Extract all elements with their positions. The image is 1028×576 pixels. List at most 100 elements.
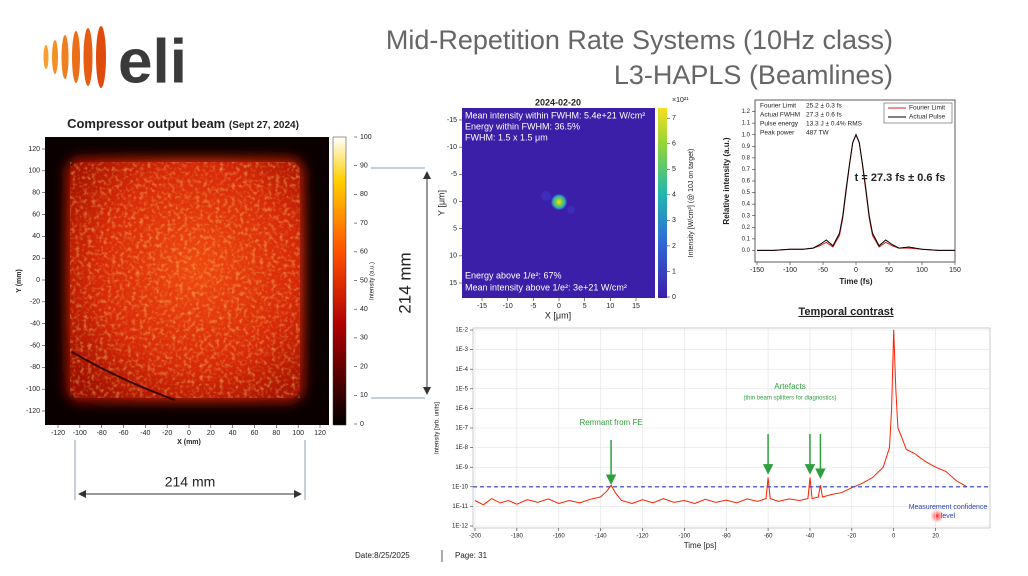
x-tick-label: 5 — [583, 303, 587, 310]
y-tick-label: 1E-4 — [455, 367, 468, 373]
x-tick-label: 15 — [632, 303, 640, 310]
threshold-label-line: level — [941, 513, 956, 520]
y-tick-label: 50 — [360, 277, 368, 284]
footer-date: Date:8/25/2025 — [355, 551, 410, 560]
beam-title-note: (Sept 27, 2024) — [229, 120, 299, 131]
beam-panel: Compressor output beam (Sept 27, 2024) 2… — [16, 116, 431, 500]
y-tick-label: 20 — [360, 363, 368, 370]
contrast-panel: -200 -180 -160 -140 -120 -100 -80 -60 -40 -20 0 201… — [435, 306, 991, 550]
y-tick-label: 5 — [672, 166, 676, 173]
data-line — [474, 329, 968, 506]
y-tick-label: -120 — [26, 408, 40, 415]
y-tick-label: 0.6 — [742, 179, 751, 185]
focus-annotation: Mean intensity above 1/e²: 3e+21 W/cm² — [465, 282, 627, 292]
y-tick-label: 1.2 — [742, 109, 751, 115]
y-tick-label: 1E-12 — [452, 524, 469, 530]
beam-colorbar — [332, 136, 347, 426]
y-tick-label: 0.3 — [742, 213, 751, 219]
y-tick-label: 4 — [672, 192, 676, 199]
x-tick-label: 150 — [949, 267, 961, 274]
focus-annotation: Energy above 1/e²: 67% — [465, 270, 562, 280]
x-tick-label: -60 — [118, 430, 128, 437]
y-tick-label: 6 — [672, 141, 676, 148]
y-tick-label: 90 — [360, 163, 368, 170]
annotation-note: (thin beam splitters for diagnostics) — [743, 396, 836, 402]
x-tick-label: 0 — [557, 303, 561, 310]
y-tick-label: 0 — [360, 421, 364, 428]
y-axis-label: Y (mm) — [16, 269, 23, 293]
x-tick-label: -10 — [503, 303, 513, 310]
x-tick-label: -5 — [530, 303, 536, 310]
x-axis-label: X [μm] — [545, 310, 571, 320]
y-tick-label: 15 — [449, 280, 457, 287]
y-tick-label: -100 — [26, 386, 40, 393]
x-tick-label: -20 — [847, 534, 856, 540]
beam-title: Compressor output beam (Sept 27, 2024) — [67, 116, 299, 131]
y-tick-label: 0.2 — [742, 225, 751, 231]
y-tick-label: 1E-9 — [455, 465, 468, 471]
focus-spot — [550, 193, 568, 211]
focus-speckle — [567, 206, 575, 214]
y-tick-label: 70 — [360, 220, 368, 227]
colorbar-label: Intensity (a.u.) — [370, 262, 376, 300]
x-tick-label: 120 — [314, 430, 326, 437]
y-tick-label: -80 — [30, 364, 40, 371]
y-tick-label: 10 — [360, 392, 368, 399]
y-tick-label: -40 — [30, 321, 40, 328]
x-tick-label: -15 — [477, 303, 487, 310]
focus-annotation: FWHM: 1.5 x 1.5 μm — [465, 132, 548, 142]
logo-text: eli — [118, 27, 187, 96]
y-tick-label: 0.7 — [742, 167, 751, 173]
y-tick-label: 0.4 — [742, 202, 751, 208]
slide-subtitle: L3-HAPLS (Beamlines) — [614, 60, 893, 90]
y-tick-label: 100 — [360, 134, 372, 141]
info-value: 13.3 J ± 0.4% RMS — [806, 121, 863, 128]
x-tick-label: 10 — [606, 303, 614, 310]
x-tick-label: -150 — [750, 267, 764, 274]
x-tick-label: 50 — [885, 267, 893, 274]
y-tick-label: -20 — [30, 299, 40, 306]
x-tick-label: -50 — [818, 267, 828, 274]
x-tick-label: 40 — [229, 430, 237, 437]
x-axis-label: Time [ps] — [684, 541, 717, 550]
y-tick-label: 0.8 — [742, 155, 751, 161]
x-tick-label: 100 — [916, 267, 928, 274]
y-tick-label: 2 — [672, 243, 676, 250]
annotation: Artefacts — [774, 382, 806, 391]
y-tick-label: 3 — [672, 217, 676, 224]
chart-title: Temporal contrast — [798, 306, 893, 318]
beam-title-main: Compressor output beam — [67, 116, 225, 131]
x-tick-label: 100 — [292, 430, 304, 437]
x-tick-label: 60 — [251, 430, 259, 437]
x-tick-label: -120 — [51, 430, 65, 437]
beam-texture — [70, 162, 300, 398]
y-tick-label: 1.1 — [742, 121, 751, 127]
info-value: 27.3 ± 0.6 fs — [806, 112, 842, 119]
height-label: 214 mm — [395, 252, 414, 313]
y-tick-label: 1E-3 — [455, 347, 468, 353]
y-tick-label: 0 — [453, 198, 457, 205]
info-label: Actual FWHM — [760, 112, 800, 119]
x-axis-label: Time (fs) — [839, 277, 873, 286]
y-tick-label: 120 — [28, 146, 40, 153]
info-value: 25.2 ± 0.3 fs — [806, 103, 842, 110]
y-tick-label: 1E-5 — [455, 386, 468, 392]
x-tick-label: 20 — [932, 534, 939, 540]
focus-panel: 2024-02-20 ×10²¹ -15 -10 -5 0 5 10 15-15-10-50… — [436, 97, 694, 321]
y-axis-label: Relative intensity (a.u.) — [722, 137, 731, 224]
focus-annotation: Mean intensity within FWHM: 5.4e+21 W/cm… — [465, 110, 645, 120]
x-tick-label: -100 — [73, 430, 87, 437]
focus-speckle — [541, 191, 551, 201]
data-line — [757, 133, 955, 251]
x-tick-label: -40 — [140, 430, 150, 437]
y-tick-label: 60 — [360, 249, 368, 256]
y-tick-label: 1E-2 — [455, 328, 468, 334]
threshold-label: Measurement confidence level — [909, 504, 988, 520]
y-tick-label: 60 — [32, 211, 40, 218]
y-tick-label: -10 — [447, 144, 457, 151]
x-tick-label: -60 — [764, 534, 773, 540]
y-tick-label: 1 — [672, 268, 676, 275]
y-tick-label: 0.0 — [742, 248, 751, 254]
plot-frame — [754, 99, 956, 263]
